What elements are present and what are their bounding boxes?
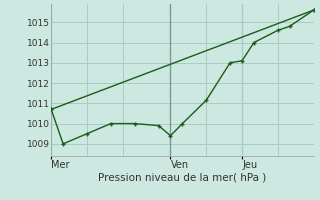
X-axis label: Pression niveau de la mer( hPa ): Pression niveau de la mer( hPa ): [98, 173, 267, 183]
